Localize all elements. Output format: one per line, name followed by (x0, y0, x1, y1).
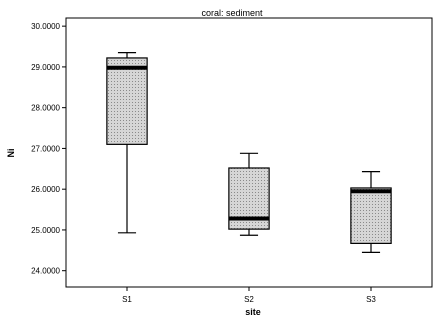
y-tick-label: 30.0000 (31, 22, 60, 31)
y-axis-title: Ni (6, 149, 16, 158)
iqr-box (106, 57, 148, 145)
y-tick-label: 28.0000 (31, 104, 60, 113)
x-tick-label-s3: S3 (366, 295, 376, 304)
x-tick-label-s2: S2 (244, 295, 254, 304)
box-s3 (350, 171, 392, 253)
y-tick-label: 24.0000 (31, 267, 60, 276)
y-tick-label: 26.0000 (31, 185, 60, 194)
box-series (106, 52, 392, 253)
x-tick-label-s1: S1 (122, 295, 132, 304)
x-axis: S1 S2 S3 (122, 287, 376, 304)
y-tick-label: 25.0000 (31, 226, 60, 235)
x-axis-title: site (245, 307, 261, 317)
iqr-box (350, 187, 392, 244)
box-s2 (228, 152, 270, 236)
box-s1 (106, 52, 148, 234)
y-tick-label: 29.0000 (31, 63, 60, 72)
y-axis: 24.0000 25.0000 26.0000 27.0000 28.0000 29.00… (31, 22, 66, 276)
y-tick-label: 27.0000 (31, 144, 60, 153)
chart-title: coral: sediment (201, 8, 263, 18)
